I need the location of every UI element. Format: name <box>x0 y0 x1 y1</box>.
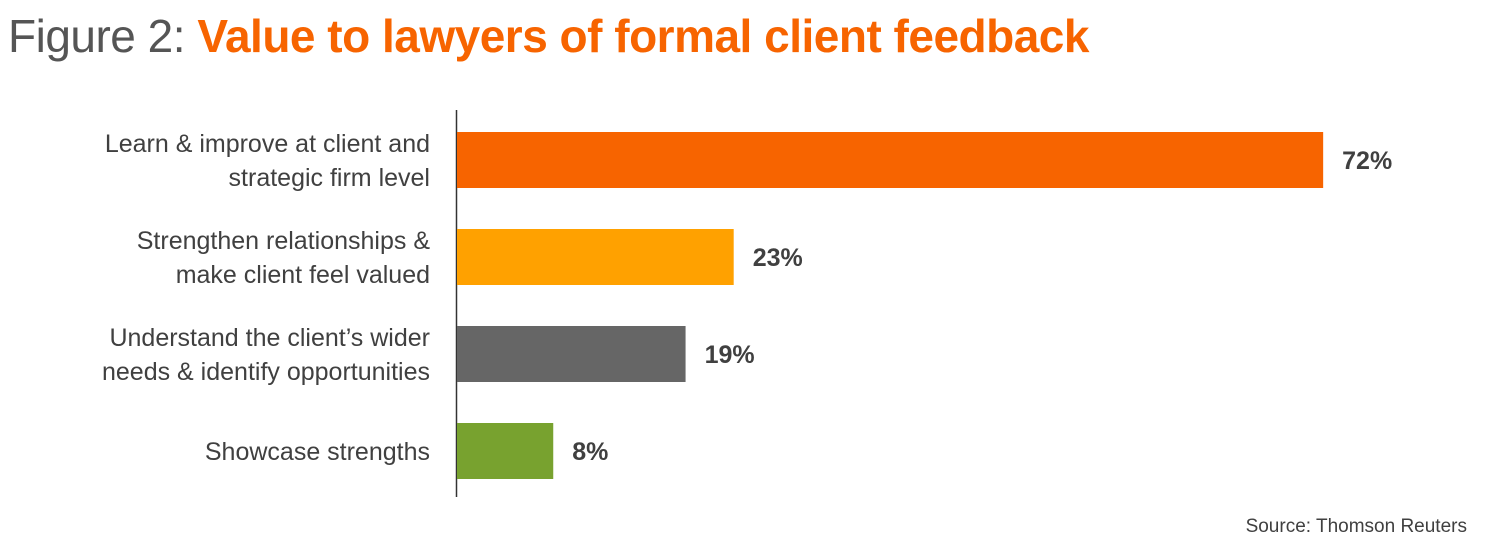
bar <box>457 326 686 382</box>
bar <box>457 132 1324 188</box>
category-label: Understand the client’s wider <box>109 324 430 352</box>
category-label: Showcase strengths <box>205 438 430 466</box>
bar <box>457 229 734 285</box>
figure-number: Figure 2: <box>8 10 186 62</box>
bar <box>457 423 554 479</box>
title-main: Value to lawyers of formal client feedba… <box>197 10 1089 62</box>
value-label: 23% <box>753 244 803 272</box>
category-label: Learn & improve at client and <box>105 130 430 158</box>
value-label: 19% <box>705 341 755 369</box>
value-label: 8% <box>572 438 608 466</box>
category-label: strategic firm level <box>229 164 430 192</box>
chart-title: Figure 2: Value to lawyers of formal cli… <box>8 8 1089 64</box>
category-label: make client feel valued <box>176 261 430 289</box>
category-label: Strengthen relationships & <box>137 227 431 255</box>
category-label: needs & identify opportunities <box>102 358 430 386</box>
value-label: 72% <box>1342 147 1392 175</box>
source-note: Source: Thomson Reuters <box>1245 516 1467 537</box>
